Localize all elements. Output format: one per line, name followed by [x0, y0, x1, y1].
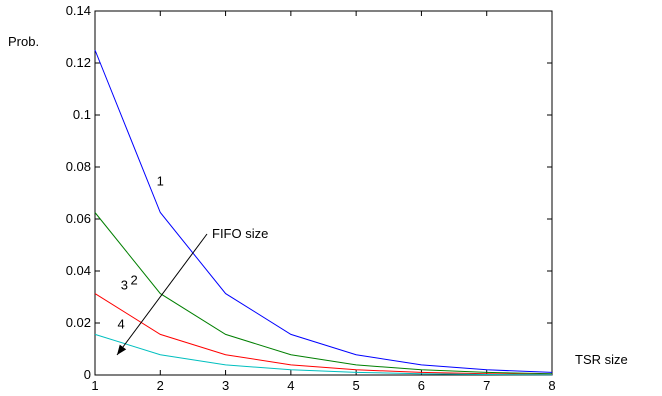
series-label-1: 1: [157, 174, 164, 189]
annotation-layer: 1 23 4 FIFO size: [116, 174, 268, 356]
fifo-arrow-head: [117, 344, 127, 355]
y-tick-label: 0.06: [66, 211, 91, 226]
y-tick-label: 0.08: [66, 159, 91, 174]
x-tick-label: 2: [157, 378, 164, 393]
series-line-4: [94, 333, 553, 376]
fifo-arrow-line: [116, 233, 208, 356]
series-label-2: 2: [131, 273, 138, 288]
x-tick-label: 8: [548, 378, 555, 393]
x-tick-label: 6: [418, 378, 425, 393]
y-tick-label: 0.1: [73, 107, 91, 122]
y-tick-label: 0: [84, 367, 91, 382]
x-tick-label: 4: [287, 378, 294, 393]
plot-area: [94, 10, 553, 376]
series-label-4: 4: [117, 316, 124, 331]
y-tick-label: 0.04: [66, 263, 91, 278]
y-tick-label: 0.12: [66, 55, 91, 70]
x-axis-label: TSR size: [575, 352, 628, 367]
y-tick-label: 0.14: [66, 3, 91, 18]
y-tick-label: 0.02: [66, 315, 91, 330]
series-layer: [94, 49, 553, 376]
x-tick-label: 5: [353, 378, 360, 393]
series-line-3: [94, 293, 553, 375]
series-line-1: [94, 49, 553, 373]
series-line-2: [94, 212, 553, 375]
y-axis-label: Prob.: [8, 34, 39, 49]
y-axis-ticks: 0 0.02 0.04 0.06 0.08 0.1 0.12 0.14: [66, 3, 552, 382]
x-tick-label: 3: [222, 378, 229, 393]
x-tick-label: 1: [91, 378, 98, 393]
x-tick-label: 7: [483, 378, 490, 393]
fifo-size-annotation: FIFO size: [212, 226, 268, 241]
series-label-3: 3: [121, 278, 128, 293]
